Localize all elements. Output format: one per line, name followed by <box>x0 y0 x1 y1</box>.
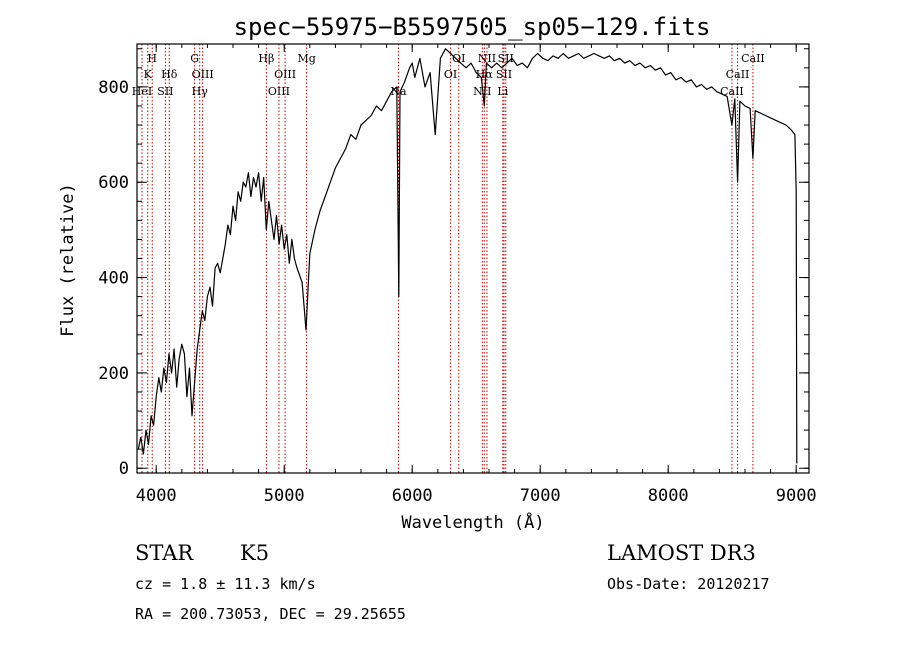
y-axis-label: Flux (relative) <box>58 183 78 337</box>
x-tick-label: 7000 <box>520 486 561 506</box>
y-tick-label: 200 <box>98 364 129 384</box>
x-tick-label: 4000 <box>136 486 177 506</box>
plot-frame <box>136 43 810 474</box>
x-axis: 4000 5000 6000 7000 8000 9000 <box>136 44 817 506</box>
x-tick-label: 9000 <box>776 486 817 506</box>
x-tick-label: 8000 <box>648 486 689 506</box>
line-marker-label: H <box>147 52 157 65</box>
x-tick-label: 5000 <box>264 486 305 506</box>
line-marker-label: CaII <box>741 52 765 65</box>
y-tick-label: 600 <box>98 173 129 193</box>
line-marker-label: Hγ <box>192 85 209 98</box>
x-axis-label: Wavelength (Å) <box>401 511 544 533</box>
line-marker-label: CaII <box>720 85 744 98</box>
object-subclass: K5 <box>240 541 269 565</box>
line-markers <box>141 44 754 473</box>
line-marker-label: SII <box>498 52 514 65</box>
y-tick-label: 400 <box>98 269 129 289</box>
line-marker-labels: HeIKHSIIHδGHγOIIIHβOIIIOIIIMgNaOIOINIIHα… <box>132 52 765 98</box>
line-marker-label: Na <box>390 85 407 98</box>
line-marker-label: OIII <box>268 85 290 98</box>
line-marker-label: Mg <box>297 52 315 65</box>
spectrum-line <box>137 48 798 464</box>
survey-name: LAMOST DR3 <box>607 541 756 565</box>
line-marker-label: OIII <box>192 68 214 81</box>
line-marker-label: NII <box>478 52 496 65</box>
coordinates: RA = 200.73053, DEC = 29.25655 <box>135 605 406 623</box>
line-marker-label: SII <box>157 85 173 98</box>
line-marker-label: G <box>190 52 199 65</box>
object-class: STAR <box>135 541 194 565</box>
line-marker-label: Li <box>497 85 508 98</box>
line-marker-label: SII <box>496 68 512 81</box>
chart-title: spec−55975−B5597505_sp05−129.fits <box>234 13 711 41</box>
y-axis: 0 200 400 600 800 <box>98 48 809 479</box>
line-marker-label: Hβ <box>258 52 274 65</box>
line-marker-label: OIII <box>274 68 296 81</box>
line-marker-label: Hα <box>476 68 494 81</box>
y-tick-label: 0 <box>119 459 129 479</box>
redshift-text: cz = 1.8 ± 11.3 km/s <box>135 575 316 593</box>
line-marker-label: CaII <box>726 68 750 81</box>
line-marker-label: OI <box>444 68 457 81</box>
line-marker-label: OI <box>452 52 465 65</box>
obs-date: Obs-Date: 20120217 <box>607 575 770 593</box>
y-tick-label: 800 <box>98 78 129 98</box>
line-marker-label: Hδ <box>161 68 178 81</box>
line-marker-label: K <box>144 68 153 81</box>
x-tick-label: 6000 <box>392 486 433 506</box>
